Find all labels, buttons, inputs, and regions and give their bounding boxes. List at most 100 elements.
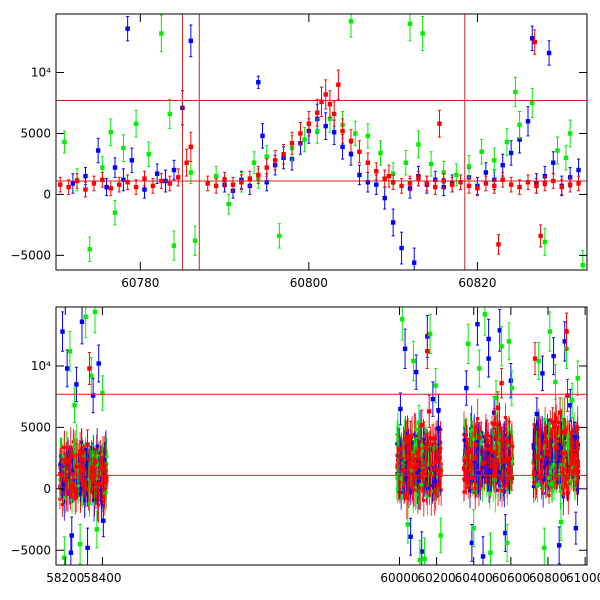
data-point xyxy=(108,186,113,191)
data-point xyxy=(142,187,147,192)
cloud-point xyxy=(403,449,407,453)
data-point xyxy=(306,121,312,126)
cloud-point xyxy=(431,484,435,489)
cloud-point xyxy=(502,464,506,468)
data-point xyxy=(142,176,147,181)
cloud-point xyxy=(398,491,402,495)
cloud-point xyxy=(540,451,544,455)
data-point xyxy=(256,80,261,85)
cloud-point xyxy=(477,471,481,475)
cloud-point xyxy=(559,421,563,425)
cloud-point xyxy=(105,454,109,459)
data-point xyxy=(466,164,472,169)
cloud-point xyxy=(560,470,564,474)
cloud-point xyxy=(419,483,424,487)
cloud-point xyxy=(397,457,401,461)
cloud-point xyxy=(409,490,413,494)
cloud-point xyxy=(62,500,66,504)
data-point xyxy=(567,182,573,187)
data-point xyxy=(281,151,286,157)
series-red xyxy=(58,29,581,255)
data-point xyxy=(580,262,585,268)
cloud-point xyxy=(64,474,68,478)
cloud-point xyxy=(571,447,575,452)
cloud-point xyxy=(87,502,91,506)
cloud-point xyxy=(418,476,422,480)
cloud-point xyxy=(498,484,502,488)
data-point xyxy=(492,158,497,163)
data-point xyxy=(567,131,573,136)
cloud-point xyxy=(408,462,412,466)
cloud-point xyxy=(472,460,477,464)
cloud-point xyxy=(62,446,67,450)
cloud-point xyxy=(491,434,495,438)
data-point xyxy=(454,172,459,178)
data-point xyxy=(264,180,269,185)
cloud-point xyxy=(552,425,557,430)
cloud-point xyxy=(406,478,410,482)
cloud-point xyxy=(439,466,443,470)
cloud-point xyxy=(84,487,88,491)
data-point xyxy=(407,181,413,186)
cloud-point xyxy=(469,450,474,454)
cloud-point xyxy=(471,452,475,456)
cloud-point xyxy=(504,477,508,481)
cloud-point xyxy=(476,489,480,493)
cloud-point xyxy=(467,462,471,466)
cloud-point xyxy=(541,477,546,482)
cloud-point xyxy=(507,477,512,481)
cloud-point xyxy=(481,435,485,439)
cloud-point xyxy=(433,441,437,446)
cloud-point xyxy=(490,453,494,458)
data-point xyxy=(340,144,345,150)
cloud-point xyxy=(478,475,482,479)
data-point xyxy=(104,184,109,190)
data-point xyxy=(436,426,441,431)
data-point xyxy=(87,247,92,252)
data-point xyxy=(424,181,430,186)
cloud-point xyxy=(420,443,424,447)
data-point xyxy=(542,239,548,245)
data-point xyxy=(171,243,177,248)
data-point xyxy=(390,171,396,176)
cloud-point xyxy=(395,476,399,480)
data-point xyxy=(289,141,295,146)
cloud-point xyxy=(416,477,420,481)
data-point xyxy=(433,184,438,190)
cloud-point xyxy=(72,490,76,494)
cloud-point xyxy=(558,449,563,453)
data-point xyxy=(517,137,522,142)
cloud-point xyxy=(494,441,498,445)
cloud-point xyxy=(96,503,101,507)
data-point xyxy=(483,181,489,186)
cloud-point xyxy=(58,478,62,482)
cloud-point xyxy=(58,484,62,489)
cloud-point xyxy=(97,485,102,489)
data-point xyxy=(402,346,408,351)
cloud-point xyxy=(495,431,499,435)
data-point xyxy=(500,162,505,168)
cloud-point xyxy=(436,452,440,457)
cloud-point xyxy=(102,499,107,503)
cloud-point xyxy=(548,418,552,422)
data-point xyxy=(530,100,535,106)
cloud-point xyxy=(533,456,537,461)
cloud-point xyxy=(573,454,578,458)
cloud-point xyxy=(462,477,466,481)
cloud-point xyxy=(504,438,509,442)
cloud-point xyxy=(556,459,560,463)
cloud-point xyxy=(64,461,68,465)
cloud-point xyxy=(437,483,441,488)
data-point xyxy=(256,172,261,178)
cloud-point xyxy=(473,439,477,443)
cloud-point xyxy=(491,477,495,482)
cloud-point xyxy=(426,470,430,474)
cloud-point xyxy=(476,417,480,421)
cloud-point xyxy=(467,447,472,451)
data-point xyxy=(559,184,564,190)
x-tick-label: 60780 xyxy=(121,276,159,290)
cloud-point xyxy=(431,447,436,452)
data-point xyxy=(430,396,436,402)
cloud-point xyxy=(497,441,501,445)
cloud-point xyxy=(58,462,62,466)
